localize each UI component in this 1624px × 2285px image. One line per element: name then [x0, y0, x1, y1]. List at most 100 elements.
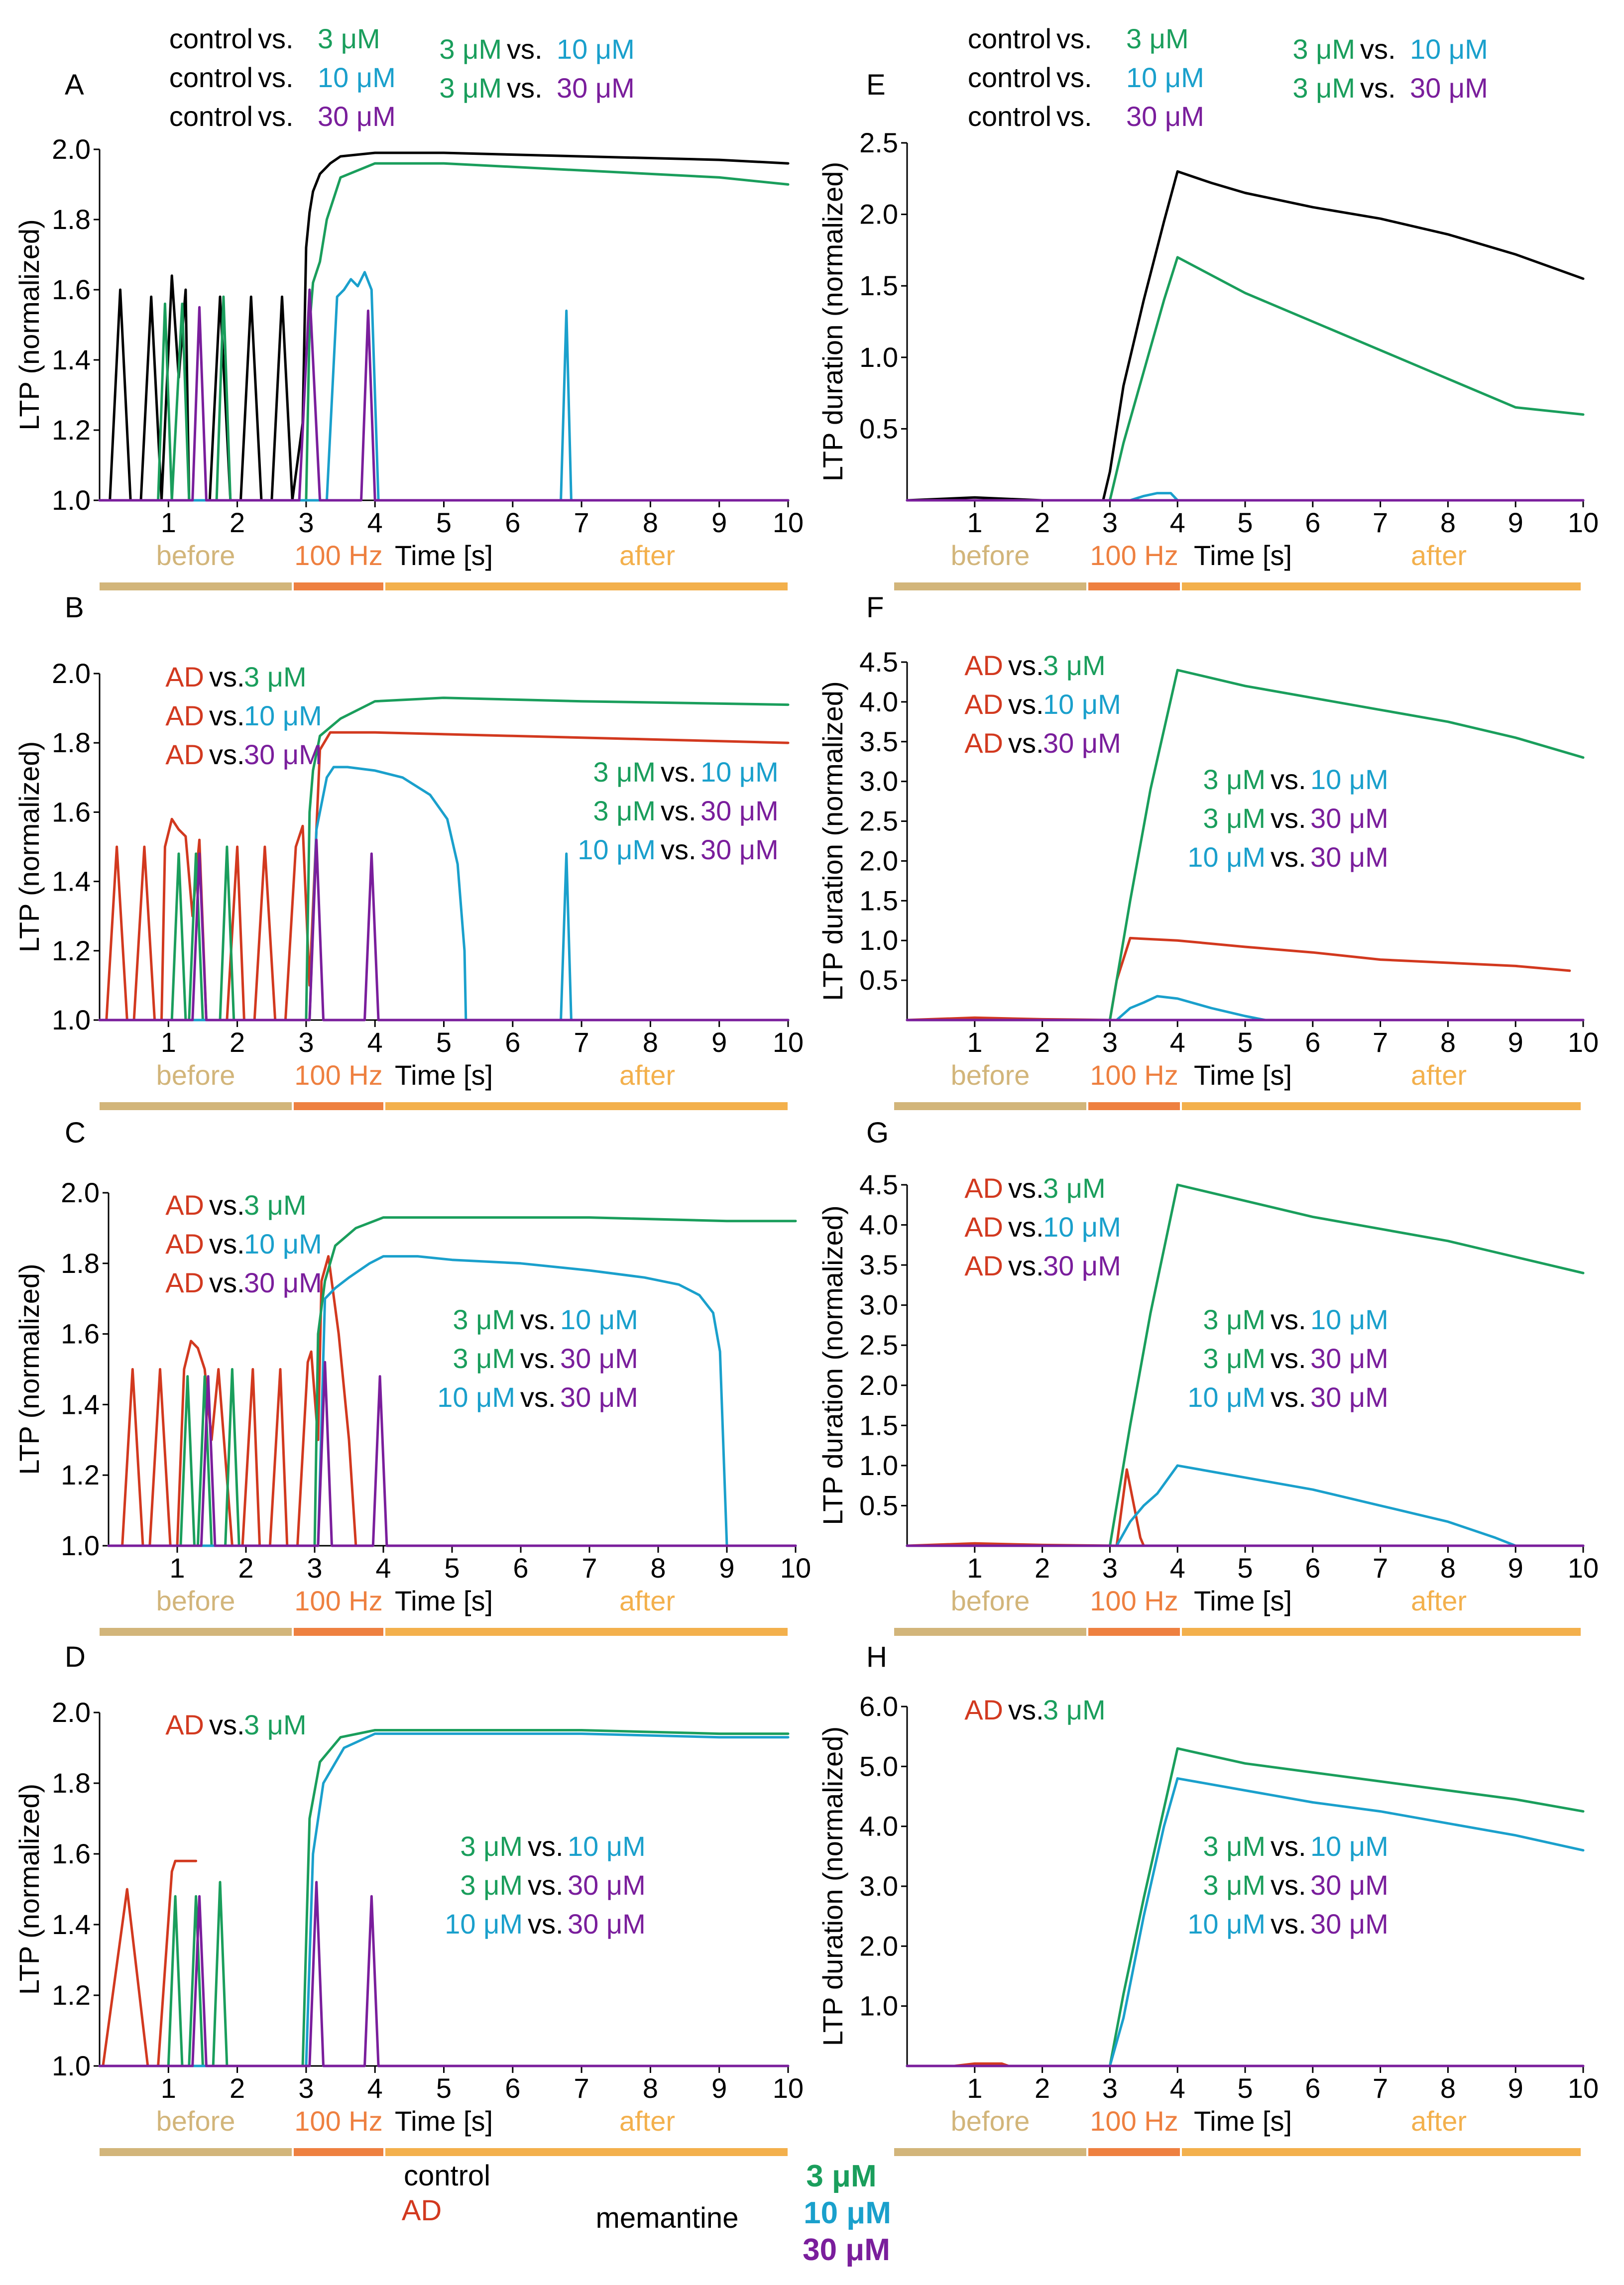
x-tick-label: 5 — [1237, 1552, 1253, 1584]
vs-label: vs. — [661, 756, 696, 788]
comparison-annotation: AD — [165, 661, 204, 692]
y-tick-label: 2.0 — [61, 1177, 100, 1208]
phase-label-before: before — [156, 1059, 235, 1091]
series-line-control — [906, 170, 1585, 502]
x-axis-label: Time [s] — [1194, 2105, 1292, 2137]
comparison-annotation-target: 3 μM — [244, 661, 307, 692]
comparison-annotation: 3 μM — [439, 33, 502, 65]
panel-letter: C — [65, 1117, 86, 1149]
vs-label: vs. — [258, 62, 294, 93]
panel-c: C 1.0 1.2 1.4 1.6 1.8 2.0 1 2 3 4 5 6 7 8 9 10 LTP (norma… — [13, 1117, 811, 1636]
legend-memantine: memantine — [596, 2202, 739, 2234]
x-tick-label: 4 — [367, 1027, 383, 1058]
y-tick-label: 4.0 — [859, 1811, 898, 1842]
series-line-c30 — [98, 288, 790, 502]
x-tick-label: 4 — [1170, 507, 1185, 538]
comparison-annotation-target: 10 μM — [1126, 62, 1204, 93]
x-tick-label: 9 — [711, 507, 727, 538]
y-tick-label: 2.5 — [859, 127, 898, 158]
y-axis-label: LTP (normalized) — [13, 741, 45, 952]
comparison-annotation: AD — [964, 1211, 1003, 1243]
comparison-annotation: AD — [165, 1267, 204, 1298]
legend-ad: AD — [402, 2194, 442, 2227]
x-tick-label: 7 — [581, 1552, 597, 1584]
phase-bar-100hz — [294, 1628, 383, 1636]
y-axis-label: LTP (normalized) — [13, 1784, 45, 1995]
y-tick-label: 4.5 — [859, 1169, 898, 1200]
phase-label-after: after — [1411, 540, 1467, 571]
phase-label-100hz: 100 Hz — [1090, 1585, 1178, 1616]
y-tick-label: 1.6 — [52, 1838, 91, 1869]
vs-label: vs. — [209, 1189, 245, 1221]
x-tick-label: 9 — [719, 1552, 734, 1584]
comparison-annotation: 3 μM — [460, 1869, 523, 1901]
phase-bar-100hz — [1088, 2148, 1180, 2156]
x-axis-label: Time [s] — [1194, 1059, 1292, 1091]
x-tick-label: 5 — [436, 507, 452, 538]
comparison-annotation: AD — [165, 1709, 204, 1740]
y-tick-label: 2.0 — [52, 1697, 91, 1728]
x-tick-label: 1 — [161, 2072, 176, 2104]
comparison-annotation: 3 μM — [439, 72, 502, 104]
comparison-annotation: 3 μM — [1203, 764, 1266, 795]
phase-label-100hz: 100 Hz — [294, 540, 382, 571]
phase-label-100hz: 100 Hz — [294, 1059, 382, 1091]
series-line-c3 — [906, 256, 1585, 502]
y-tick-label: 1.0 — [52, 1004, 91, 1035]
x-axis-label: Time [s] — [1194, 540, 1292, 571]
vs-label: vs. — [209, 1228, 245, 1259]
phase-bar-before — [100, 2148, 292, 2156]
phase-bar-100hz — [294, 582, 383, 590]
phase-bar-after — [385, 1628, 788, 1636]
x-tick-label: 7 — [1373, 1027, 1388, 1058]
x-tick-label: 7 — [1373, 1552, 1388, 1584]
comparison-annotation: 3 μM — [1203, 1343, 1266, 1374]
vs-label: vs. — [1056, 62, 1092, 93]
series-line-c3 — [98, 1729, 790, 2067]
comparison-annotation-target: 30 μM — [568, 1869, 646, 1901]
panel-letter: E — [866, 69, 886, 101]
panel-letter: F — [866, 591, 884, 624]
y-tick-label: 1.4 — [52, 1909, 91, 1940]
comparison-annotation: AD — [964, 688, 1003, 720]
comparison-annotation: AD — [964, 727, 1003, 759]
x-tick-label: 5 — [1237, 2072, 1253, 2104]
comparison-annotation-target: 3 μM — [1043, 1694, 1106, 1725]
comparison-annotation-target: 30 μM — [1310, 1381, 1389, 1413]
comparison-annotation-target: 30 μM — [244, 1267, 322, 1298]
x-tick-label: 9 — [1508, 1027, 1523, 1058]
y-tick-label: 3.0 — [859, 766, 898, 797]
panel-d: D 1.0 1.2 1.4 1.6 1.8 2.0 1 2 3 4 5 6 7 8 9 10 LTP (norma… — [13, 1641, 804, 2156]
y-tick-label: 1.4 — [52, 866, 91, 897]
comparison-annotation: AD — [964, 1172, 1003, 1204]
series-line-ad — [906, 936, 1571, 1022]
vs-label: vs. — [520, 1343, 556, 1374]
phase-label-after: after — [1411, 1585, 1467, 1616]
phase-label-before: before — [156, 540, 235, 571]
y-tick-label: 1.4 — [61, 1388, 100, 1420]
x-tick-label: 10 — [773, 507, 804, 538]
comparison-annotation-target: 30 μM — [568, 1908, 646, 1940]
x-tick-label: 3 — [1102, 1027, 1118, 1058]
y-axis-label: LTP (normalized) — [13, 1263, 45, 1475]
legend-10uM: 10 μM — [804, 2196, 891, 2230]
comparison-annotation-target: 30 μM — [318, 101, 396, 132]
x-axis-label: Time [s] — [1194, 1585, 1292, 1616]
series-line-ad — [906, 1468, 1585, 1547]
y-tick-label: 4.5 — [859, 646, 898, 678]
vs-label: vs. — [520, 1304, 556, 1335]
comparison-annotation-target: 30 μM — [1126, 101, 1204, 132]
comparison-annotation: 3 μM — [1292, 72, 1355, 104]
comparison-annotation-target: 30 μM — [700, 834, 779, 865]
phase-label-before: before — [156, 2105, 235, 2137]
x-tick-label: 3 — [298, 2072, 314, 2104]
vs-label: vs. — [1360, 33, 1396, 65]
comparison-annotation-target: 30 μM — [560, 1343, 638, 1374]
comparison-annotation-target: 10 μM — [700, 756, 779, 788]
vs-label: vs. — [1008, 688, 1044, 720]
comparison-annotation: 10 μM — [1187, 841, 1266, 873]
y-tick-label: 1.5 — [859, 1409, 898, 1441]
vs-label: vs. — [507, 72, 543, 104]
x-tick-label: 3 — [1102, 2072, 1118, 2104]
y-tick-label: 6.0 — [859, 1691, 898, 1722]
